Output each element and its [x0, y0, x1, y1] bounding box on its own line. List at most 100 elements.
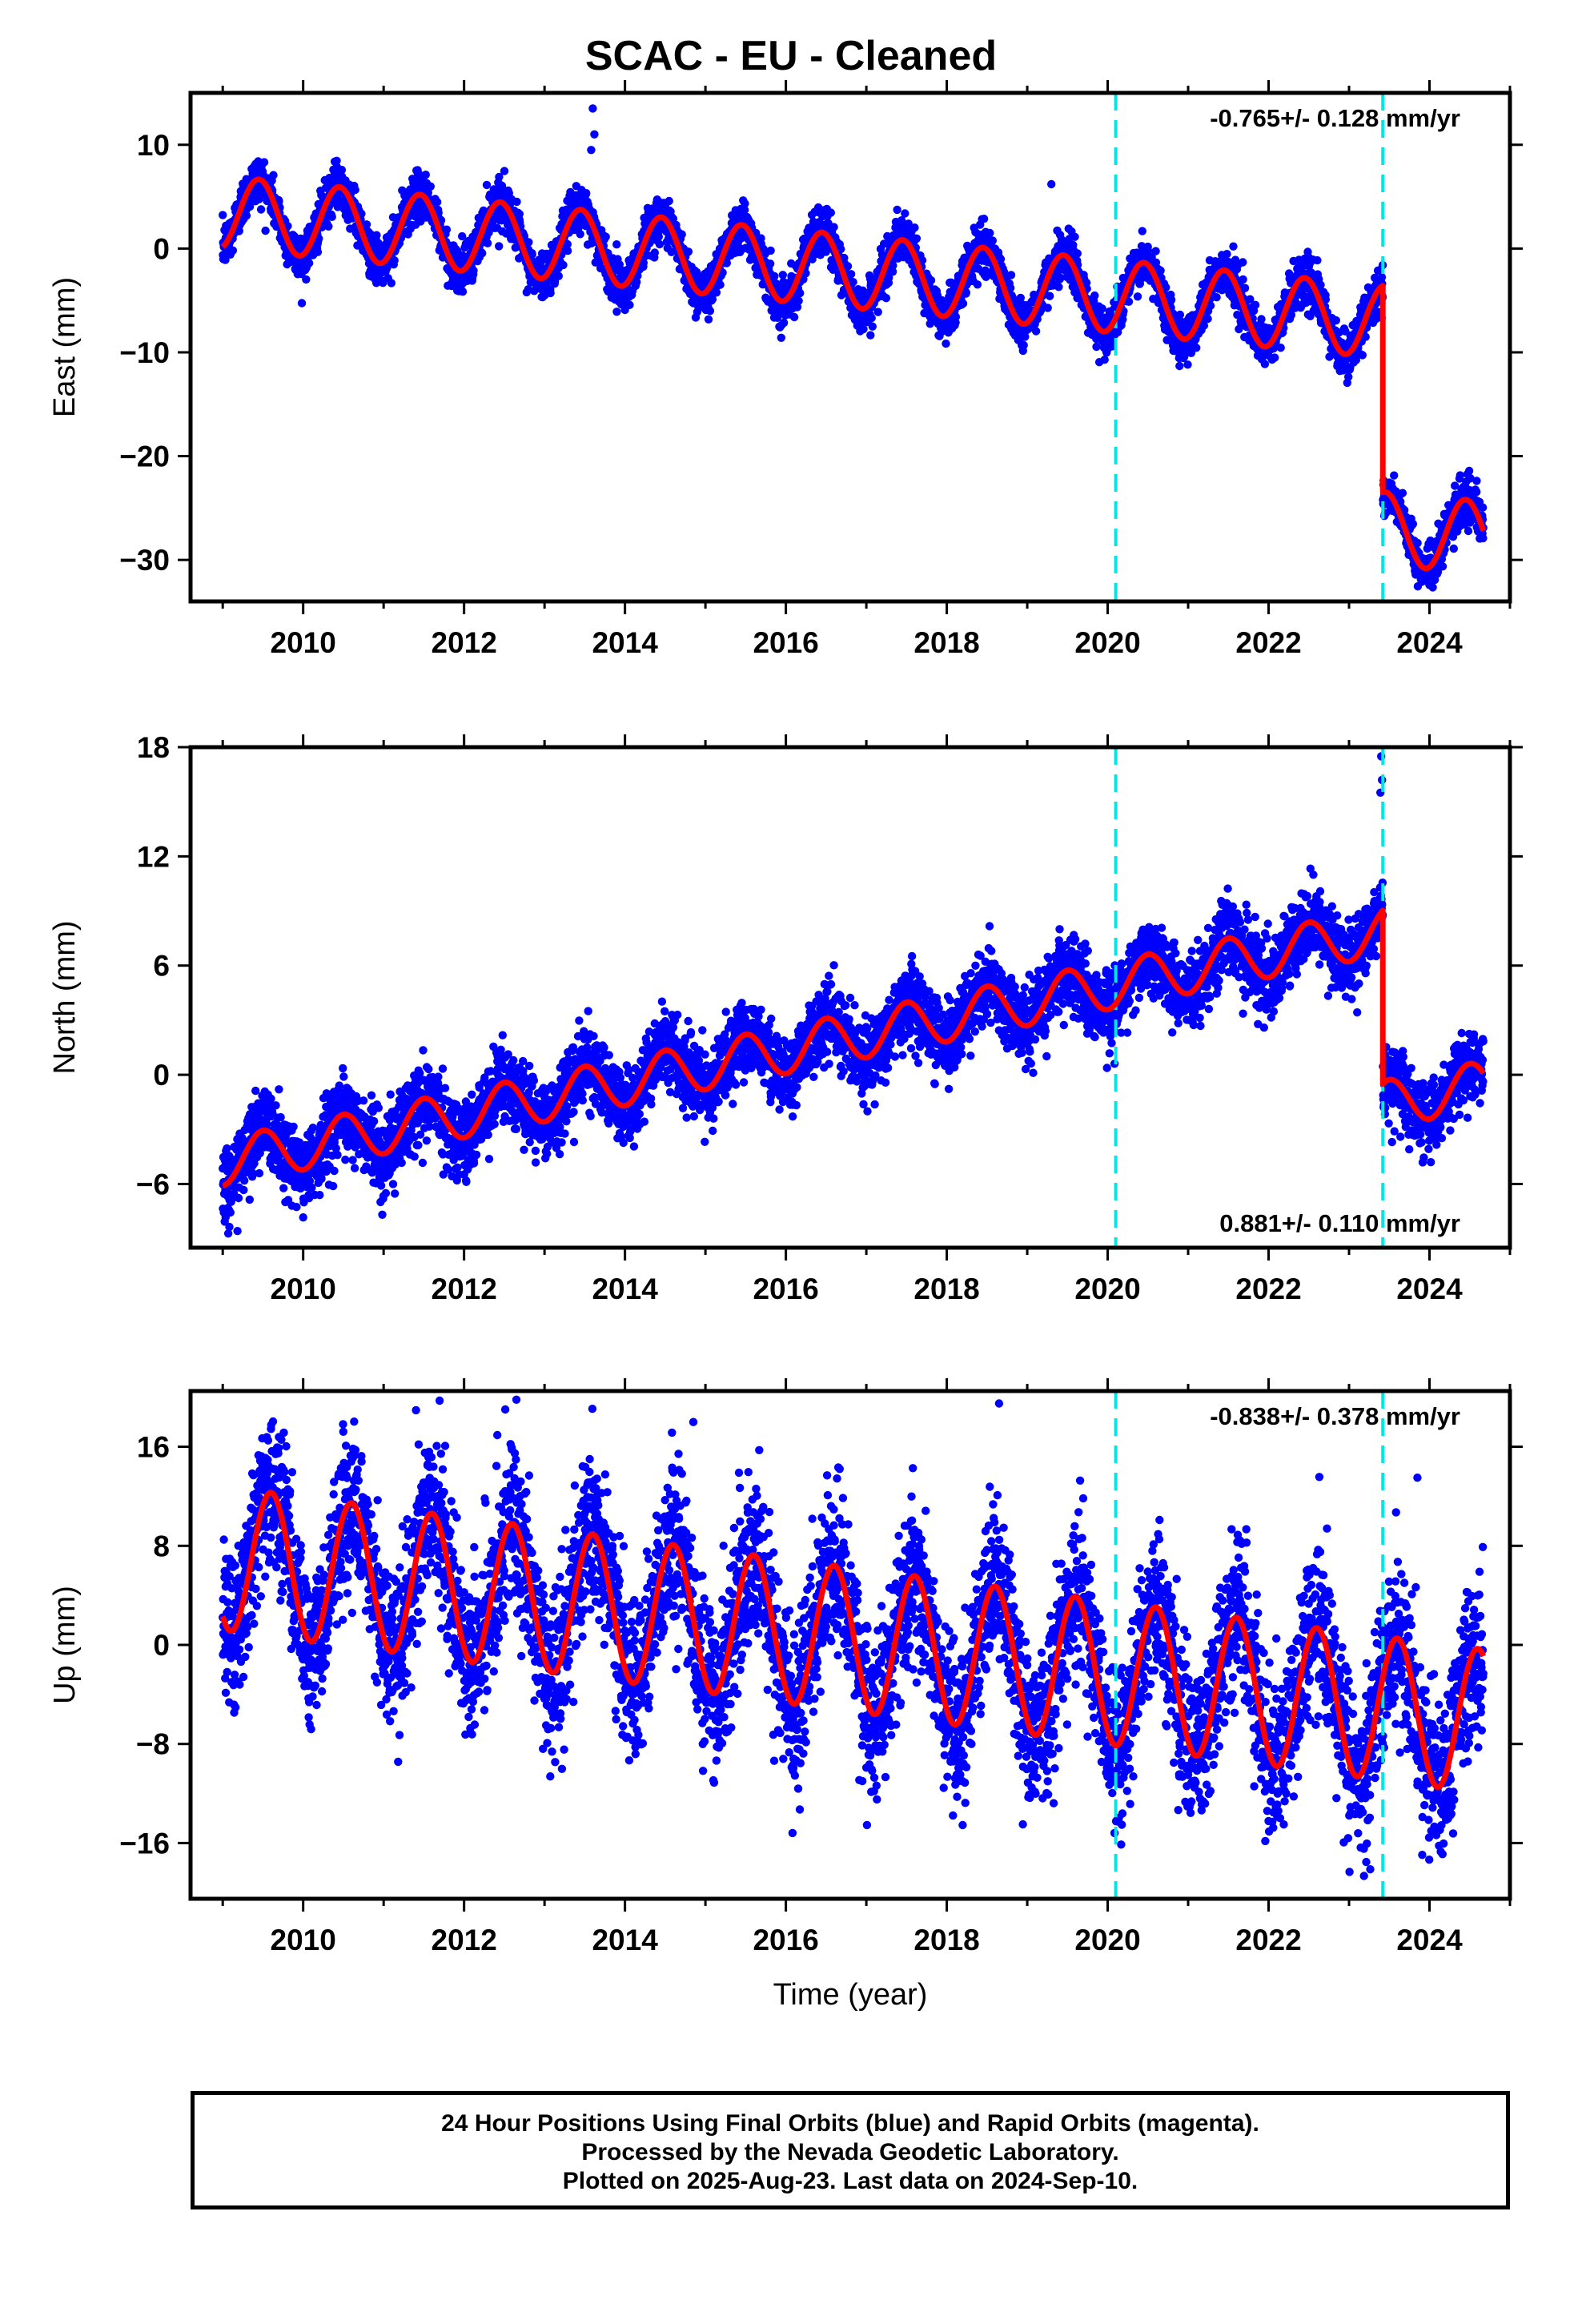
- data-point: [1100, 356, 1109, 364]
- chart-title: SCAC - EU - Cleaned: [584, 33, 998, 79]
- data-point: [332, 156, 341, 165]
- data-point: [650, 248, 659, 257]
- data-point: [866, 331, 875, 340]
- data-point: [245, 202, 255, 211]
- data-point: [1019, 340, 1028, 350]
- data-point: [582, 189, 591, 198]
- data-point: [979, 215, 989, 223]
- data-point: [357, 209, 366, 219]
- data-point: [219, 211, 227, 219]
- data-point: [741, 199, 749, 208]
- data-point: [387, 279, 396, 287]
- data-point: [1073, 249, 1082, 258]
- data-point: [1183, 360, 1192, 369]
- data-point: [495, 172, 504, 182]
- data-point: [554, 271, 563, 280]
- data-point: [324, 222, 333, 231]
- plot-area: [219, 93, 1488, 601]
- data-point: [1260, 360, 1270, 368]
- data-point: [500, 167, 509, 175]
- data-point: [926, 275, 936, 285]
- data-point: [1054, 283, 1063, 292]
- data-point: [826, 208, 836, 217]
- data-point: [528, 250, 536, 259]
- data-point: [910, 223, 919, 232]
- data-point: [1251, 300, 1260, 309]
- data-point: [576, 230, 584, 239]
- data-point: [478, 249, 487, 258]
- data-point: [255, 195, 263, 203]
- data-point: [559, 260, 568, 270]
- data-point: [654, 232, 663, 241]
- data-point: [483, 239, 492, 247]
- data-point: [1203, 314, 1212, 324]
- data-point: [1090, 291, 1099, 300]
- data-point: [1031, 327, 1041, 336]
- data-point: [1166, 296, 1176, 304]
- data-points: [219, 104, 1488, 592]
- data-point: [269, 171, 278, 179]
- data-point: [1138, 227, 1147, 235]
- data-point: [1257, 315, 1266, 324]
- data-point: [789, 312, 799, 322]
- data-point: [1151, 247, 1160, 255]
- data-point: [304, 259, 314, 267]
- data-point: [1006, 271, 1016, 279]
- data-point: [259, 158, 269, 167]
- data-point: [302, 275, 311, 284]
- data-point: [1156, 266, 1165, 275]
- data-point: [1313, 255, 1322, 265]
- data-point: [612, 240, 621, 249]
- data-point: [1070, 232, 1079, 241]
- data-point: [563, 239, 572, 249]
- data-point: [497, 181, 507, 191]
- data-point: [1239, 275, 1247, 284]
- data-point: [868, 322, 877, 331]
- data-point: [988, 236, 998, 245]
- data-point: [351, 185, 359, 195]
- data-point: [484, 228, 493, 237]
- data-point: [1175, 310, 1185, 320]
- data-point: [1271, 353, 1279, 362]
- data-point: [779, 318, 789, 328]
- data-point: [601, 232, 610, 241]
- data-point: [986, 228, 994, 238]
- data-point: [228, 246, 238, 255]
- data-point: [973, 280, 982, 289]
- data-point: [704, 315, 713, 324]
- data-point: [962, 288, 971, 297]
- data-point: [372, 231, 381, 239]
- data-point: [625, 300, 634, 309]
- data-point: [495, 242, 504, 251]
- data-point: [442, 225, 452, 234]
- data-point: [458, 287, 468, 296]
- data-point: [421, 171, 430, 179]
- data-point: [1229, 242, 1238, 251]
- data-point: [1046, 292, 1054, 300]
- data-point: [665, 196, 673, 206]
- data-point: [881, 294, 891, 303]
- data-point: [515, 210, 524, 219]
- data-point: [337, 166, 347, 175]
- data-point: [859, 324, 868, 334]
- data-point: [1133, 292, 1142, 301]
- data-point: [1098, 304, 1106, 313]
- data-point: [1239, 258, 1247, 267]
- data-point: [297, 299, 307, 308]
- data-point: [677, 230, 686, 239]
- data-point: [912, 234, 921, 243]
- data-point: [958, 299, 968, 308]
- data-point: [1276, 344, 1285, 352]
- data-point: [362, 220, 371, 229]
- data-point: [942, 339, 950, 348]
- data-point: [482, 180, 492, 190]
- data-point: [469, 266, 478, 275]
- data-point: [796, 288, 805, 298]
- data-point: [546, 288, 555, 298]
- data-point: [512, 197, 521, 207]
- data-point: [777, 333, 785, 342]
- data-point: [1223, 250, 1231, 259]
- data-point: [794, 296, 803, 305]
- data-point: [951, 312, 961, 321]
